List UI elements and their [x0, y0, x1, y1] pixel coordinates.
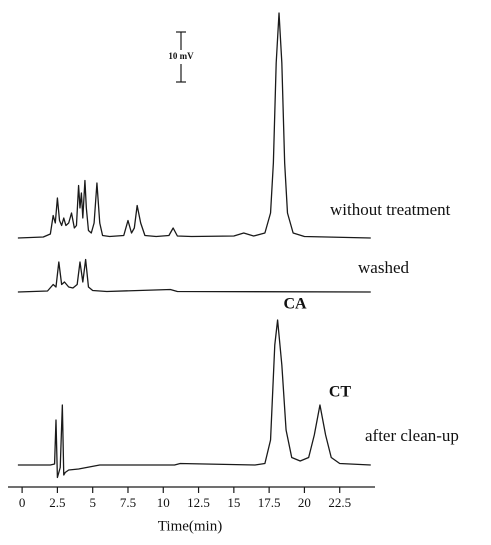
x-tick-label: 0 [19, 495, 26, 510]
trace [17, 12, 371, 239]
x-tick-label: 2.5 [49, 495, 65, 510]
x-tick-label: 12.5 [187, 495, 210, 510]
series-label: after clean-up [365, 426, 459, 445]
scale-label: 10 mV [168, 51, 194, 61]
x-tick-label: 17.5 [258, 495, 281, 510]
series-label: without treatment [330, 200, 451, 219]
x-tick-label: 22.5 [328, 495, 351, 510]
scale-label-bg [167, 50, 195, 64]
peak-label: CT [329, 384, 352, 401]
series-label: washed [358, 258, 409, 277]
x-tick-label: 5 [89, 495, 96, 510]
trace [17, 319, 371, 479]
peak-label: CA [283, 296, 307, 313]
x-tick-label: 20 [298, 495, 311, 510]
trace [17, 258, 371, 293]
x-axis-label: Time(min) [158, 518, 222, 534]
x-tick-label: 7.5 [120, 495, 136, 510]
x-tick-label: 10 [157, 495, 170, 510]
x-tick-label: 15 [227, 495, 240, 510]
